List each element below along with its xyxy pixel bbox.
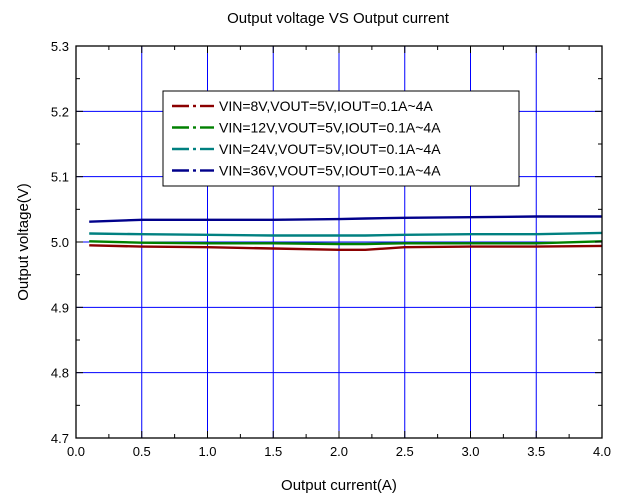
legend: VIN=8V,VOUT=5V,IOUT=0.1A~4A VIN=12V,VOUT=…: [162, 90, 520, 187]
series-line-3: [89, 231, 603, 237]
y-tick-label: 5.0: [51, 235, 69, 250]
series-line-4: [89, 215, 602, 223]
x-tick-label: 2.5: [396, 444, 414, 459]
y-axis-label: Output voltage(V): [15, 183, 32, 301]
x-tick-label: 2.0: [330, 444, 348, 459]
x-tick-labels: 0.0 0.5 1.0 1.5 2.0 2.5 3.0 3.5 4.0: [67, 444, 611, 459]
axis-ticks: [75, 45, 603, 439]
chart-title: Output voltage VS Output current: [227, 10, 450, 27]
y-tick-label: 4.8: [51, 366, 69, 381]
legend-label-4: VIN=36V,VOUT=5V,IOUT=0.1A~4A: [219, 163, 441, 179]
x-tick-label: 0.0: [67, 444, 85, 459]
x-tick-label: 1.0: [198, 444, 216, 459]
series-line-2: [89, 240, 603, 246]
legend-label-2: VIN=12V,VOUT=5V,IOUT=0.1A~4A: [219, 120, 441, 136]
y-tick-label: 5.1: [51, 170, 69, 185]
series-line-1: [89, 244, 603, 252]
x-axis-label: Output current(A): [281, 477, 397, 494]
legend-label-1: VIN=8V,VOUT=5V,IOUT=0.1A~4A: [219, 98, 433, 114]
y-tick-labels: 4.7 4.8 4.9 5.0 5.1 5.2 5.3: [51, 39, 69, 446]
y-tick-label: 4.9: [51, 300, 69, 315]
x-tick-label: 4.0: [593, 444, 611, 459]
legend-label-3: VIN=24V,VOUT=5V,IOUT=0.1A~4A: [219, 141, 441, 157]
x-tick-label: 1.5: [264, 444, 282, 459]
y-tick-label: 4.7: [51, 431, 69, 446]
x-tick-label: 3.5: [527, 444, 545, 459]
legend-box: [162, 90, 520, 187]
y-tick-label: 5.3: [51, 39, 69, 54]
x-tick-label: 3.0: [461, 444, 479, 459]
x-tick-label: 0.5: [133, 444, 151, 459]
y-tick-label: 5.2: [51, 104, 69, 119]
series-lines: [89, 215, 603, 252]
